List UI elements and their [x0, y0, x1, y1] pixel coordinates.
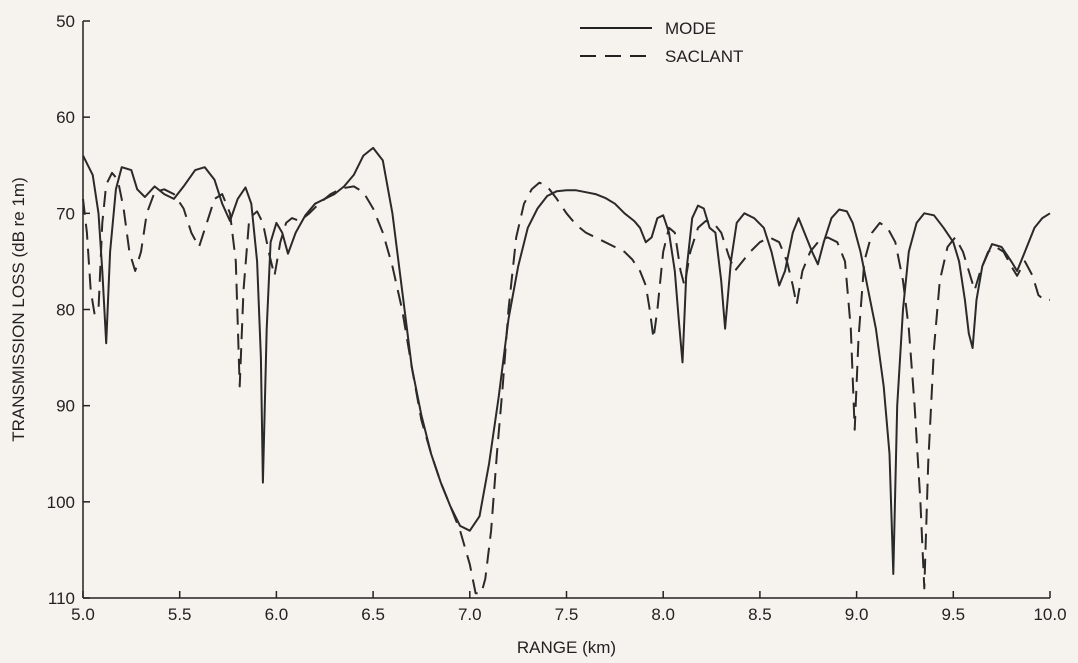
y-tick-label: 50 [56, 12, 75, 31]
x-tick-label: 9.5 [941, 605, 965, 624]
x-axis-ticks: 5.0 5.5 6.0 6.5 7.0 7.5 8.0 8.5 9.0 9.5 10.0 [71, 591, 1067, 624]
y-tick-label: 100 [47, 493, 75, 512]
x-tick-label: 9.0 [845, 605, 869, 624]
legend: MODE SACLANT [580, 19, 743, 66]
x-tick-label: 6.0 [265, 605, 289, 624]
x-tick-label: 8.5 [748, 605, 772, 624]
x-tick-label: 7.5 [555, 605, 579, 624]
y-tick-label: 80 [56, 301, 75, 320]
x-axis-title: RANGE (km) [517, 638, 616, 657]
legend-label-saclant: SACLANT [665, 47, 743, 66]
y-tick-label: 90 [56, 397, 75, 416]
x-tick-label: 10.0 [1033, 605, 1066, 624]
series-line-saclant [82, 171, 1050, 595]
legend-label-mode: MODE [665, 19, 716, 38]
x-tick-label: 5.5 [168, 605, 192, 624]
x-tick-label: 6.5 [361, 605, 385, 624]
y-axis-title: TRANSMISSION LOSS (dB re 1m) [9, 177, 28, 442]
x-tick-label: 7.0 [458, 605, 482, 624]
y-tick-label: 70 [56, 204, 75, 223]
axes [82, 21, 1050, 599]
y-axis-ticks: 50 60 70 80 90 100 110 [47, 12, 90, 608]
x-tick-label: 5.0 [71, 605, 95, 624]
y-tick-label: 60 [56, 108, 75, 127]
y-tick-label: 110 [48, 589, 75, 608]
series-layer [82, 146, 1051, 595]
series-line-mode [82, 146, 1051, 575]
x-tick-label: 8.0 [651, 605, 675, 624]
